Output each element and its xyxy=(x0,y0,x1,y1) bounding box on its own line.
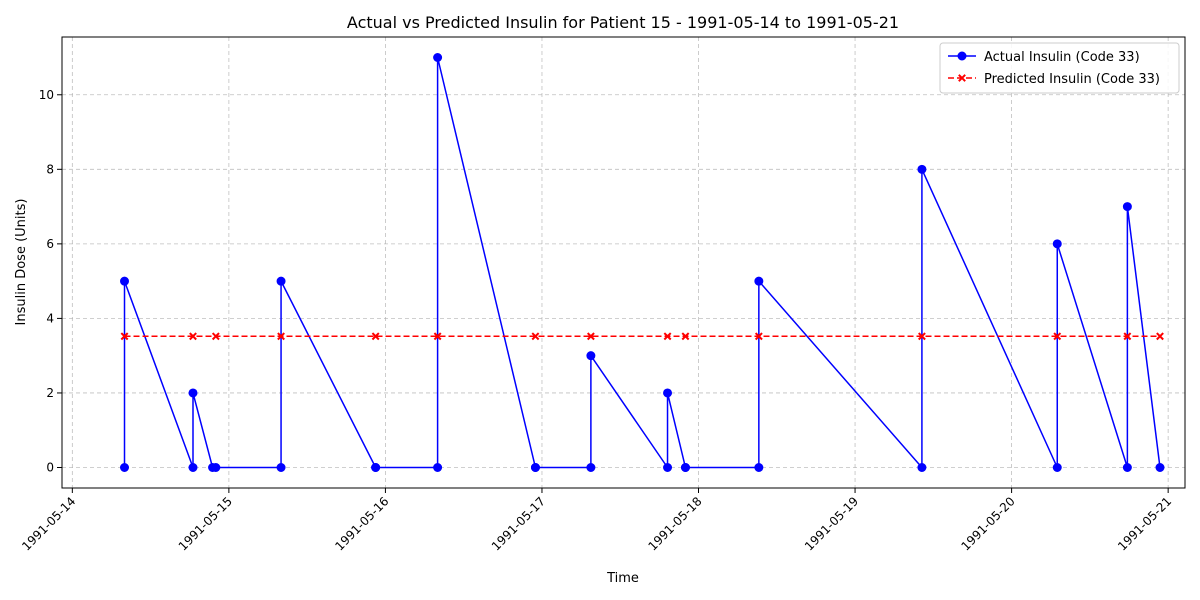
y-tick-label: 0 xyxy=(46,461,54,475)
legend-label: Predicted Insulin (Code 33) xyxy=(984,72,1160,87)
actual-point xyxy=(754,276,764,286)
y-axis: 0 2 4 6 8 10 xyxy=(39,88,62,475)
predicted-point xyxy=(918,332,926,341)
x-tick-label: 1991-05-18 xyxy=(645,494,704,553)
actual-point xyxy=(917,164,927,174)
actual-point xyxy=(371,463,381,472)
x-tick-label: 1991-05-21 xyxy=(1115,494,1174,553)
actual-point xyxy=(1122,202,1132,212)
actual-point xyxy=(1052,463,1062,472)
y-tick-label: 10 xyxy=(39,88,54,102)
series-layer xyxy=(120,53,1165,472)
y-tick-label: 2 xyxy=(46,386,54,400)
x-tick-label: 1991-05-20 xyxy=(959,494,1018,553)
plot-frame xyxy=(61,36,1186,489)
predicted-point xyxy=(120,332,129,341)
y-tick-label: 8 xyxy=(46,162,54,176)
predicted-point xyxy=(1053,332,1062,341)
predicted-point xyxy=(1156,332,1164,341)
actual-point xyxy=(663,463,673,472)
grid xyxy=(62,37,1185,488)
actual-point xyxy=(1155,463,1165,472)
series-actual xyxy=(120,53,1165,472)
actual-point xyxy=(1052,239,1062,249)
series-predicted xyxy=(120,332,1164,341)
actual-point xyxy=(530,463,540,472)
x-tick-label: 1991-05-15 xyxy=(176,494,235,553)
actual-point xyxy=(433,463,443,472)
x-tick-label: 1991-05-14 xyxy=(19,494,78,553)
predicted-point xyxy=(681,332,690,341)
legend-marker xyxy=(958,74,966,82)
chart-title: Actual vs Predicted Insulin for Patient … xyxy=(347,13,899,32)
predicted-point xyxy=(433,332,442,341)
x-tick-label: 1991-05-17 xyxy=(489,494,548,553)
actual-point xyxy=(663,388,673,398)
actual-point xyxy=(586,351,596,361)
actual-point xyxy=(917,463,927,472)
legend-box xyxy=(939,42,1180,94)
predicted-point xyxy=(277,332,285,341)
y-axis-label: Insulin Dose (Units) xyxy=(14,199,29,326)
y-tick-label: 4 xyxy=(46,311,54,325)
actual-point xyxy=(586,463,596,472)
y-tick-label: 6 xyxy=(46,237,54,251)
legend: Actual Insulin (Code 33) Predicted Insuli… xyxy=(939,42,1180,94)
actual-point xyxy=(276,463,286,472)
x-tick-label: 1991-05-16 xyxy=(332,494,391,553)
x-tick-label: 1991-05-19 xyxy=(802,494,861,553)
actual-point xyxy=(188,463,198,472)
legend-marker xyxy=(957,51,967,61)
predicted-point xyxy=(531,332,540,341)
legend-label: Actual Insulin (Code 33) xyxy=(984,50,1140,65)
actual-point xyxy=(120,276,130,286)
predicted-point xyxy=(754,332,763,341)
actual-point xyxy=(1122,463,1132,472)
x-axis: 1991-05-14 1991-05-15 1991-05-16 1991-05-17… xyxy=(19,488,1174,553)
predicted-point xyxy=(1123,332,1132,341)
actual-point xyxy=(754,463,764,472)
actual-line xyxy=(123,57,1161,470)
actual-point xyxy=(680,463,690,472)
actual-point xyxy=(188,388,198,398)
predicted-point xyxy=(371,332,380,341)
actual-point xyxy=(433,53,443,62)
x-axis-label: Time xyxy=(606,571,639,586)
actual-point xyxy=(211,463,221,472)
actual-point xyxy=(120,463,130,472)
actual-point xyxy=(276,276,286,286)
predicted-point xyxy=(189,332,197,341)
predicted-point xyxy=(663,332,672,341)
predicted-point xyxy=(586,332,595,341)
predicted-point xyxy=(211,332,220,341)
